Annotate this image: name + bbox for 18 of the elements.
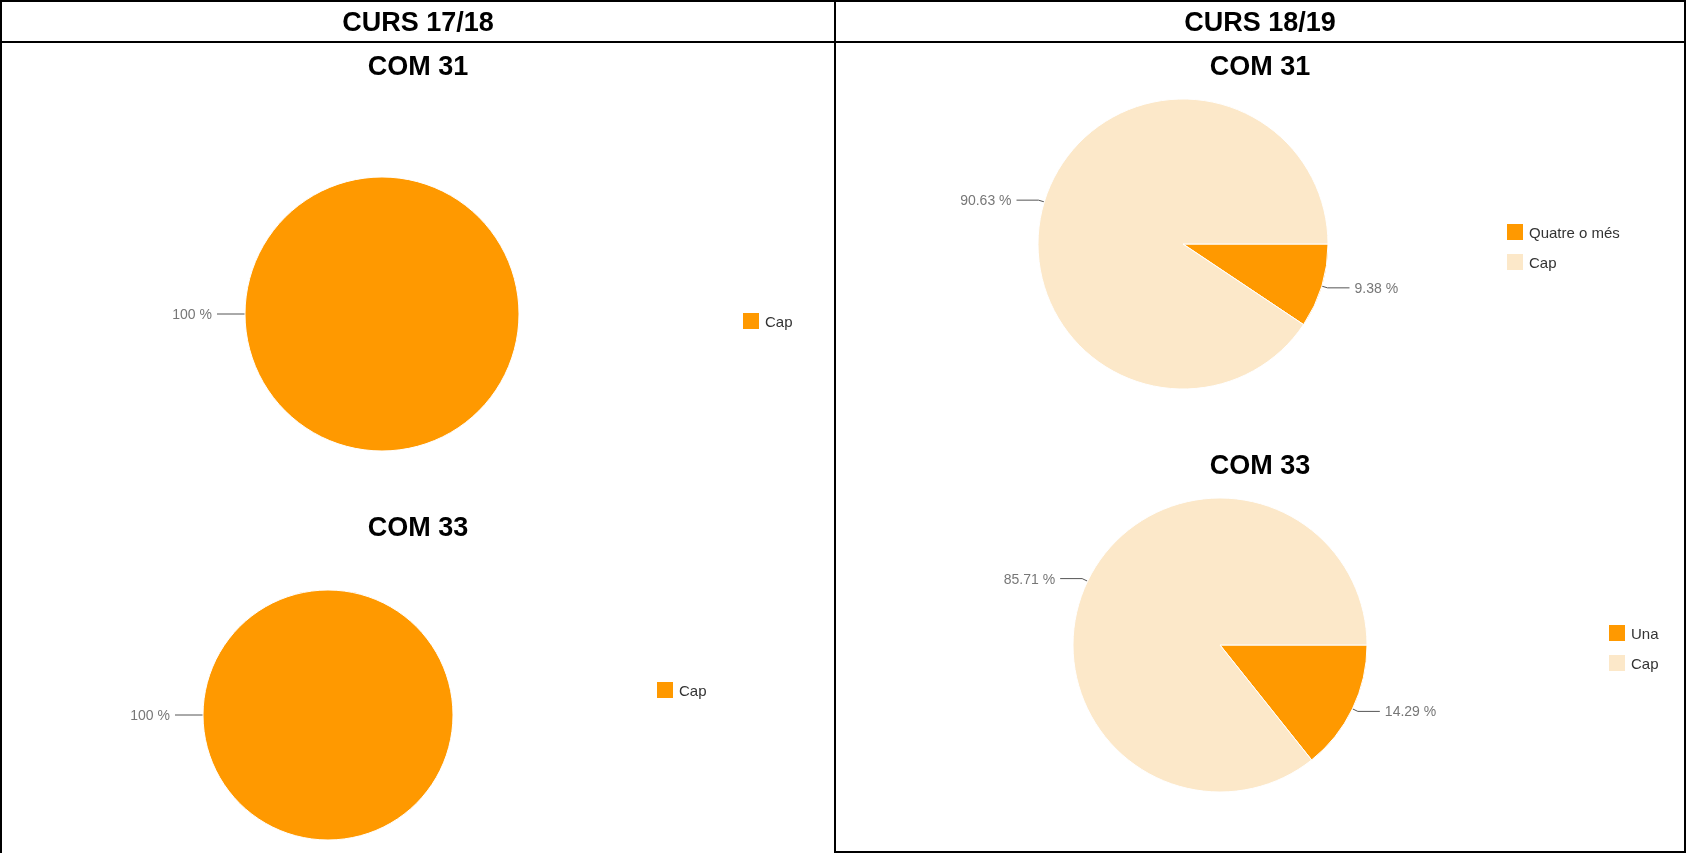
chart-title: COM 31 <box>367 50 469 81</box>
chart-subtitle: CURS 17/18 <box>0 0 836 43</box>
legend-label: Una <box>1631 624 1660 642</box>
data-label: 85.71 % <box>1003 570 1056 587</box>
legend-label: Cap <box>1631 654 1659 672</box>
chart-title: COM 33 <box>1209 449 1311 480</box>
data-label: 14.29 % <box>1384 703 1437 720</box>
legend-label: Quatre o més <box>1529 223 1620 241</box>
legend-label: Cap <box>679 681 707 699</box>
legend-label: Cap <box>765 312 793 330</box>
data-label: 90.63 % <box>960 192 1012 209</box>
chart-title: COM 31 <box>1209 50 1311 81</box>
legend-label: Cap <box>1529 253 1557 271</box>
data-label: 100 % <box>130 707 170 723</box>
chart-subtitle: CURS 18/19 <box>834 0 1686 43</box>
data-label: 100 % <box>172 306 212 322</box>
chart-title: COM 33 <box>367 511 469 542</box>
data-label: 9.38 % <box>1354 279 1399 296</box>
